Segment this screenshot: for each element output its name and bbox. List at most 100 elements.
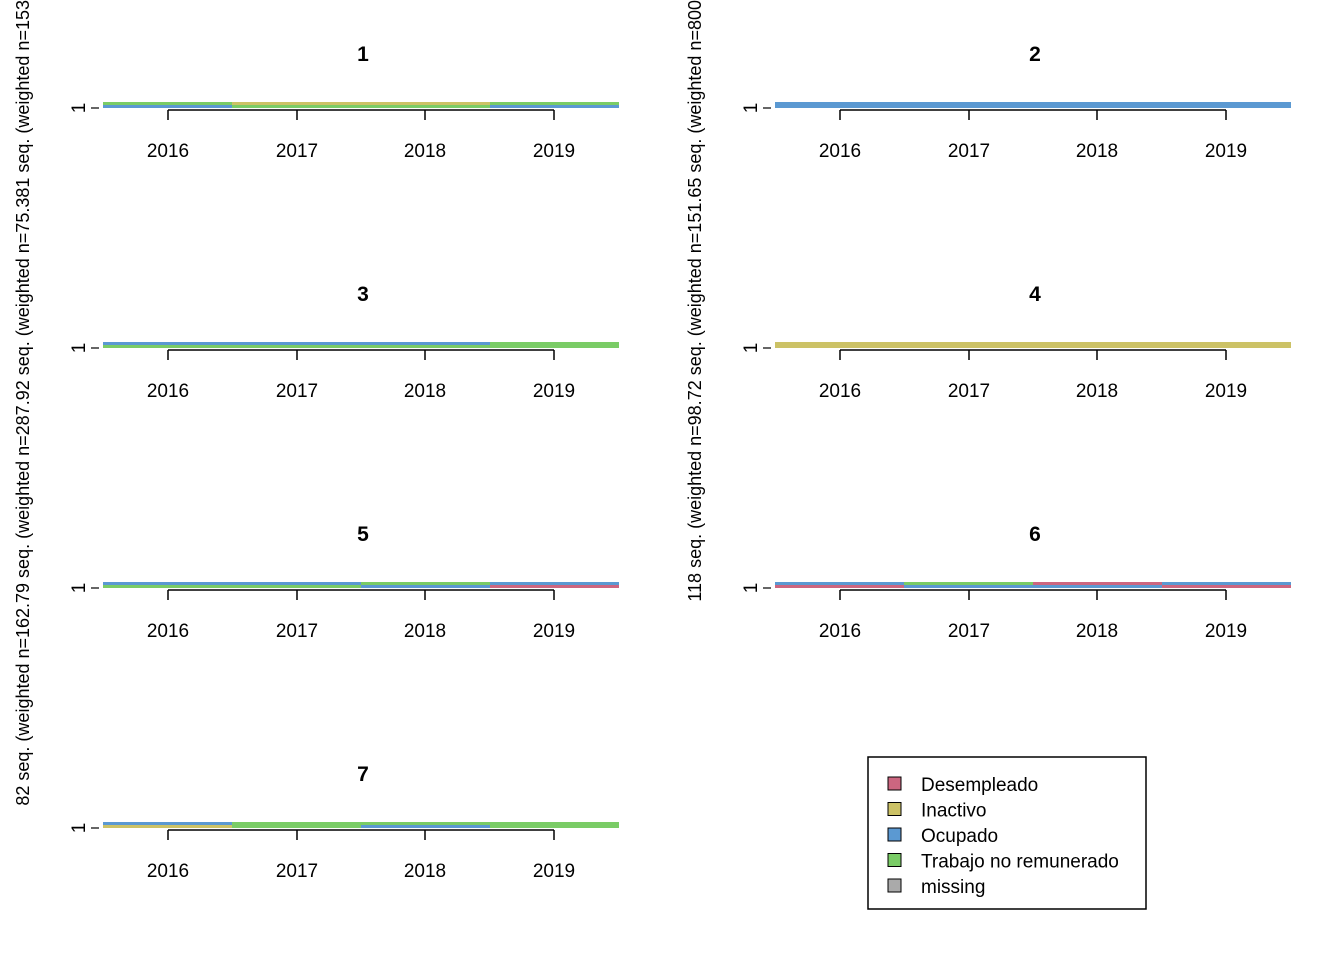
state-segment <box>361 105 490 108</box>
x-tick-label: 2016 <box>147 621 189 642</box>
x-tick-label: 2017 <box>276 141 318 162</box>
x-tick-label: 2019 <box>533 381 575 402</box>
state-segment <box>232 102 361 105</box>
state-segment <box>361 102 490 105</box>
state-segment <box>361 582 490 585</box>
legend-swatch <box>887 878 902 893</box>
legend-item: Inactivo <box>887 801 986 822</box>
state-segment <box>1033 102 1162 108</box>
state-segment <box>904 585 1033 588</box>
legend-label: Trabajo no remunerado <box>921 852 1119 873</box>
state-segment <box>232 822 361 828</box>
y-tick-label: 1 <box>741 583 762 594</box>
state-segment <box>775 585 904 588</box>
x-tick-label: 2016 <box>819 381 861 402</box>
state-segment <box>904 102 1033 108</box>
state-segment <box>775 102 904 108</box>
y-tick-label: 1 <box>741 343 762 354</box>
legend-swatch <box>887 827 902 842</box>
y-tick-label: 1 <box>69 343 90 354</box>
state-segment <box>490 585 619 588</box>
state-segment <box>490 105 619 108</box>
legend-box <box>867 756 1147 910</box>
panel-3: 3 2016 2017 2018 2019 1 <box>69 283 619 402</box>
state-segment <box>1162 342 1291 348</box>
legend-label: Desempleado <box>921 775 1038 796</box>
state-segment <box>361 822 490 825</box>
x-tick-label: 2017 <box>948 141 990 162</box>
x-tick-label: 2018 <box>404 381 446 402</box>
legend-swatch <box>887 853 902 867</box>
legend-label: Inactivo <box>921 801 986 822</box>
state-segment <box>904 582 1033 585</box>
legend-item: Desempleado <box>887 775 1038 796</box>
x-tick-label: 2018 <box>404 141 446 162</box>
panel-title: 1 <box>357 43 369 66</box>
state-segment <box>490 822 619 828</box>
state-segment <box>904 342 1033 348</box>
state-segment <box>103 582 232 585</box>
panel-title: 2 <box>1029 43 1041 66</box>
x-tick-label: 2017 <box>276 621 318 642</box>
x-tick-label: 2018 <box>1076 381 1118 402</box>
panel-7: 7 2016 2017 2018 2019 1 <box>69 763 619 882</box>
x-tick-label: 2019 <box>533 861 575 882</box>
state-segment <box>361 342 490 345</box>
state-segment <box>103 585 232 588</box>
x-tick-label: 2019 <box>1205 141 1247 162</box>
x-tick-label: 2016 <box>819 141 861 162</box>
state-segment <box>232 342 361 345</box>
x-tick-label: 2018 <box>1076 621 1118 642</box>
x-tick-label: 2016 <box>147 861 189 882</box>
legend-swatch <box>887 776 902 791</box>
legend-item: Trabajo no remunerado <box>887 852 1119 873</box>
x-tick-label: 2018 <box>404 621 446 642</box>
state-segment <box>1033 342 1162 348</box>
x-tick-label: 2016 <box>147 141 189 162</box>
legend-item: Ocupado <box>887 826 998 847</box>
state-segment <box>103 825 232 828</box>
x-tick-label: 2018 <box>404 861 446 882</box>
state-segment <box>361 585 490 588</box>
mid-axis-label: 118 seq. (weighted n=98.72 seq. (weighte… <box>685 0 705 602</box>
state-segment <box>775 342 904 348</box>
state-segment <box>1033 585 1162 588</box>
legend-label: missing <box>921 877 985 898</box>
legend-item: missing <box>887 877 985 898</box>
x-tick-label: 2017 <box>948 381 990 402</box>
panel-title: 3 <box>357 283 369 306</box>
legend-swatch <box>887 802 902 816</box>
panel-1: 1 2016 2017 2018 2019 1 <box>69 43 619 162</box>
y-tick-label: 1 <box>741 103 762 114</box>
state-segment <box>490 582 619 585</box>
x-tick-label: 2016 <box>819 621 861 642</box>
x-tick-label: 2018 <box>1076 141 1118 162</box>
state-segment <box>103 342 232 345</box>
state-segment <box>1162 582 1291 585</box>
state-segment <box>361 825 490 828</box>
legend: Desempleado Inactivo Ocupado Trabajo no rem… <box>867 756 1147 910</box>
panel-title: 4 <box>1029 283 1041 306</box>
x-tick-label: 2019 <box>533 621 575 642</box>
panel-title: 6 <box>1029 523 1041 546</box>
state-segment <box>232 582 361 585</box>
state-segment <box>1033 582 1162 585</box>
state-segment <box>1162 585 1291 588</box>
state-segment <box>103 822 232 825</box>
y-tick-label: 1 <box>69 823 90 834</box>
y-tick-label: 1 <box>69 103 90 114</box>
panel-6: 6 2016 2017 2018 2019 1 <box>741 523 1291 642</box>
x-tick-label: 2017 <box>276 861 318 882</box>
x-tick-label: 2019 <box>533 141 575 162</box>
x-tick-label: 2017 <box>948 621 990 642</box>
legend-label: Ocupado <box>921 826 998 847</box>
state-segment <box>490 102 619 105</box>
state-segment <box>232 105 361 108</box>
panel-5: 5 2016 2017 2018 2019 1 <box>69 523 619 642</box>
left-axis-label: 82 seq. (weighted n=162.79 seq. (weighte… <box>13 0 33 806</box>
state-segment <box>490 342 619 348</box>
state-segment <box>361 345 490 348</box>
state-segment <box>103 345 232 348</box>
x-tick-label: 2019 <box>1205 381 1247 402</box>
